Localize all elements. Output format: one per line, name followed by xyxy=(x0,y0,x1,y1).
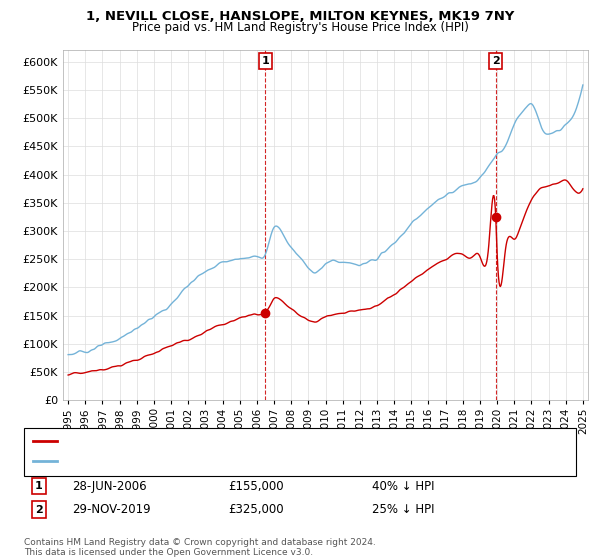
Text: 1, NEVILL CLOSE, HANSLOPE, MILTON KEYNES, MK19 7NY (detached house): 1, NEVILL CLOSE, HANSLOPE, MILTON KEYNES… xyxy=(61,436,453,446)
Text: HPI: Average price, detached house, Milton Keynes: HPI: Average price, detached house, Milt… xyxy=(61,456,326,466)
Text: Contains HM Land Registry data © Crown copyright and database right 2024.
This d: Contains HM Land Registry data © Crown c… xyxy=(24,538,376,557)
Text: 29-NOV-2019: 29-NOV-2019 xyxy=(72,503,151,516)
Text: £325,000: £325,000 xyxy=(228,503,284,516)
Text: 2: 2 xyxy=(35,505,43,515)
Text: 1: 1 xyxy=(35,481,43,491)
Text: 1, NEVILL CLOSE, HANSLOPE, MILTON KEYNES, MK19 7NY: 1, NEVILL CLOSE, HANSLOPE, MILTON KEYNES… xyxy=(86,10,514,22)
Text: 25% ↓ HPI: 25% ↓ HPI xyxy=(372,503,434,516)
Text: £155,000: £155,000 xyxy=(228,479,284,493)
Text: Price paid vs. HM Land Registry's House Price Index (HPI): Price paid vs. HM Land Registry's House … xyxy=(131,21,469,34)
Text: 28-JUN-2006: 28-JUN-2006 xyxy=(72,479,146,493)
Text: 40% ↓ HPI: 40% ↓ HPI xyxy=(372,479,434,493)
Text: 1: 1 xyxy=(262,56,269,66)
Text: 2: 2 xyxy=(492,56,500,66)
